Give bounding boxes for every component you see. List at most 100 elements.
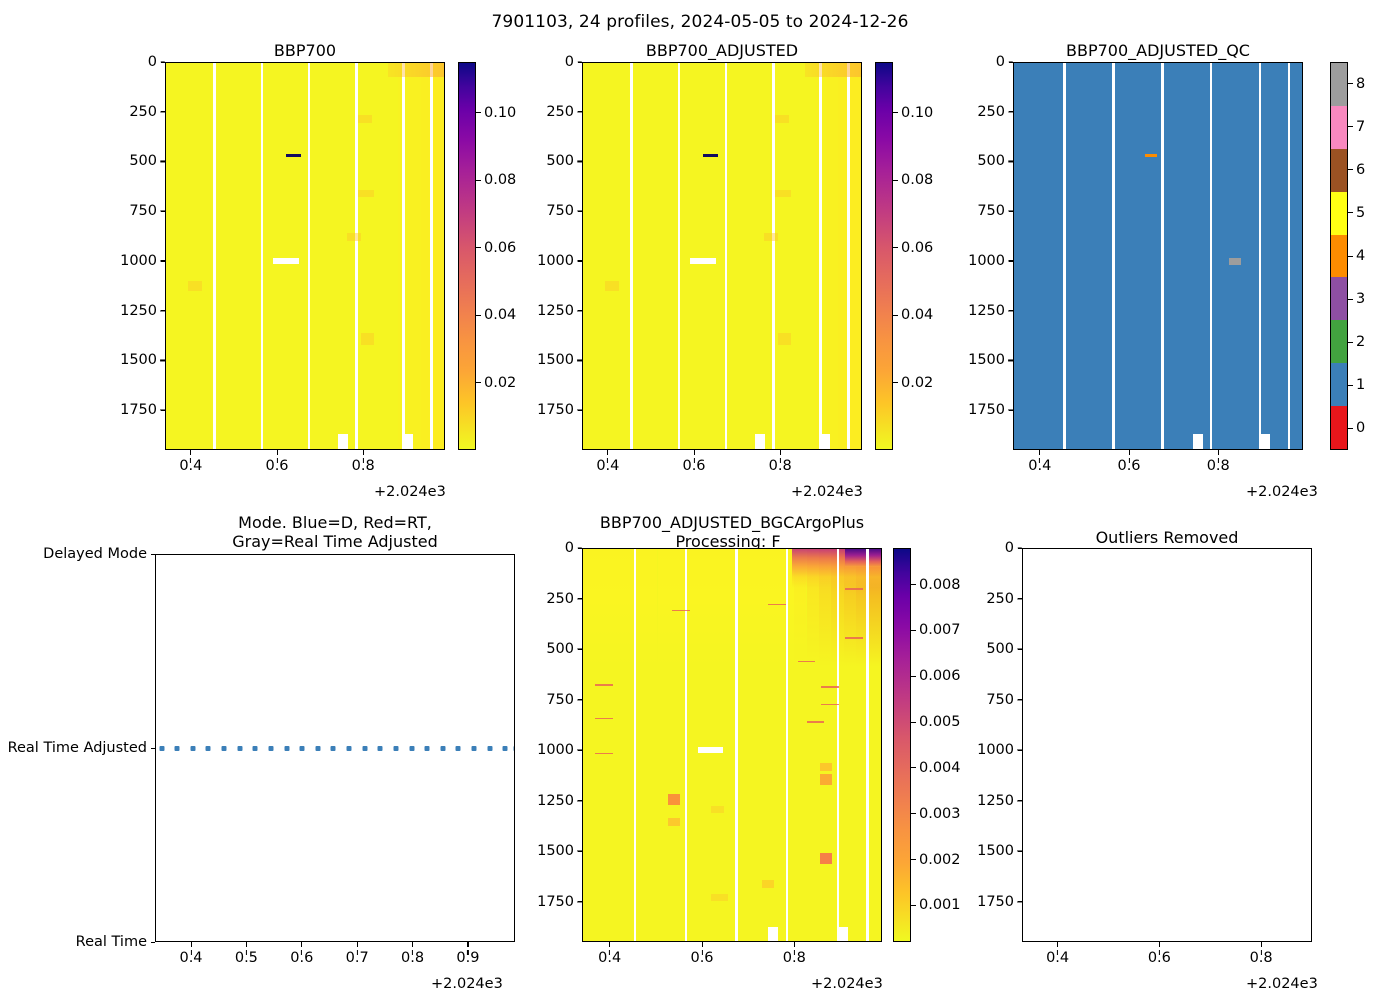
y-tick-mark [1017,850,1022,852]
qc-flag-4-marker [1145,154,1158,157]
profile-column [374,63,387,449]
mode-data-point [513,745,514,751]
profile-column [420,63,433,449]
axes-bbp700-adjusted[interactable] [582,62,862,450]
profile-column [722,63,734,449]
colorbar-tick-label: 0.08 [484,172,517,189]
colorbar-tick-label: 7 [1356,118,1366,135]
data-gap-column [213,63,216,449]
axes-bbp700-adjusted-qc[interactable] [1013,62,1303,450]
mode-data-point [252,745,258,751]
profile-column [719,549,732,941]
profile-column [607,549,621,941]
colorbar-tick-mark [911,813,916,815]
panel-outliers-removed-title: Outliers Removed [1095,528,1239,547]
y-tick-label: 1000 [120,253,165,269]
axes-bgcargoplus[interactable] [582,548,882,942]
axes-outliers-removed[interactable] [1022,548,1312,942]
colorbar-tick-label: 0.005 [919,714,961,731]
y-tick-mark [160,409,165,411]
colorbar-tick-label: 0.004 [919,759,961,776]
heatmap-bbp700-adjusted [583,63,861,449]
data-gap-column [307,63,311,449]
x-tick-label: 0.7 [345,950,369,966]
data-gap-column [677,63,681,449]
x-offset-label-qc: +2.024e3 [1246,484,1318,500]
warm-pixel-patch [774,190,792,198]
profile-column [409,63,421,449]
y-tick-label: 0 [565,54,582,70]
y-tick-mark [1017,800,1022,802]
high-value-spike [702,154,718,158]
colorbar-tick-mark [1348,298,1353,300]
profile-column [803,63,815,449]
x-tick-mark [1057,942,1059,947]
heatmap-bbp700-adjusted-qc [1014,63,1302,449]
colorbar-tick-label: 5 [1356,204,1366,221]
x-tick-label: 0.6 [290,950,314,966]
data-gap-column [735,549,738,941]
colorbar-qc [1330,62,1348,450]
profile-column [258,63,271,449]
profile-column [675,63,688,449]
y-tick-mark [577,901,582,903]
profile-column [189,63,201,449]
data-gap-column [772,63,775,449]
profile-column [779,63,792,449]
axes-mode[interactable] [155,554,515,942]
panel-bgcargoplus-title-line1: BBP700_ADJUSTED_BGCArgoPlus [599,513,865,532]
mode-category-tick [150,747,155,749]
y-tick-mark [1008,160,1013,163]
warm-pixel-patch [360,333,375,345]
x-tick-mark [301,942,303,947]
y-tick-label: 750 [977,203,1013,219]
y-tick-mark [160,111,165,113]
data-gap-column [1161,63,1164,449]
y-tick-mark [577,749,582,751]
y-tick-label: 1750 [968,402,1013,418]
x-tick-label: 0.8 [768,458,792,474]
y-tick-label: 1750 [120,402,165,418]
profile-column [200,63,213,449]
y-tick-mark [160,260,165,262]
y-tick-mark [577,260,582,262]
y-tick-mark [577,648,582,650]
profile-column [818,549,832,941]
missing-data-block [820,433,831,449]
x-tick-mark [693,450,695,455]
y-tick-label: 500 [986,641,1022,657]
warm-pixel-patch [711,805,724,813]
colorbar-tick-mark [911,675,916,677]
y-tick-label: 250 [977,104,1013,120]
x-offset-label-mode: +2.024e3 [431,976,503,992]
colorbar-tick-label: 0.002 [919,851,961,868]
y-tick-label: 1000 [968,253,1013,269]
colorbar-tick-mark [1348,212,1353,214]
profile-column [687,63,699,449]
colorbar-segment-qc-7 [1331,105,1347,149]
colorbar-tick-mark [1348,126,1353,128]
y-tick-mark [577,210,582,212]
y-tick-mark [1017,699,1022,701]
x-tick-mark [701,942,703,947]
colorbar-tick-mark [476,382,481,384]
y-tick-mark [1017,749,1022,751]
streak-line [797,660,816,663]
profile-column [849,63,861,449]
axes-bbp700[interactable] [165,62,445,450]
missing-data-block [403,433,414,449]
figure-title: 7901103, 24 profiles, 2024-05-05 to 2024… [491,12,909,32]
profile-column [756,549,770,941]
profile-column [806,549,819,941]
colorbar-tick-mark [893,179,898,181]
data-gap-column [1259,63,1262,449]
colorbar-tick-label: 2 [1356,334,1366,351]
data-gap-column [402,63,405,449]
data-gap-column [724,63,728,449]
y-tick-label: 500 [129,153,165,169]
colorbar-tick-mark [911,584,916,586]
x-offset-label-outliers-removed: +2.024e3 [1246,976,1318,992]
y-tick-mark [577,359,582,362]
colorbar-tick-mark [911,904,916,906]
data-gap-column [355,63,358,449]
